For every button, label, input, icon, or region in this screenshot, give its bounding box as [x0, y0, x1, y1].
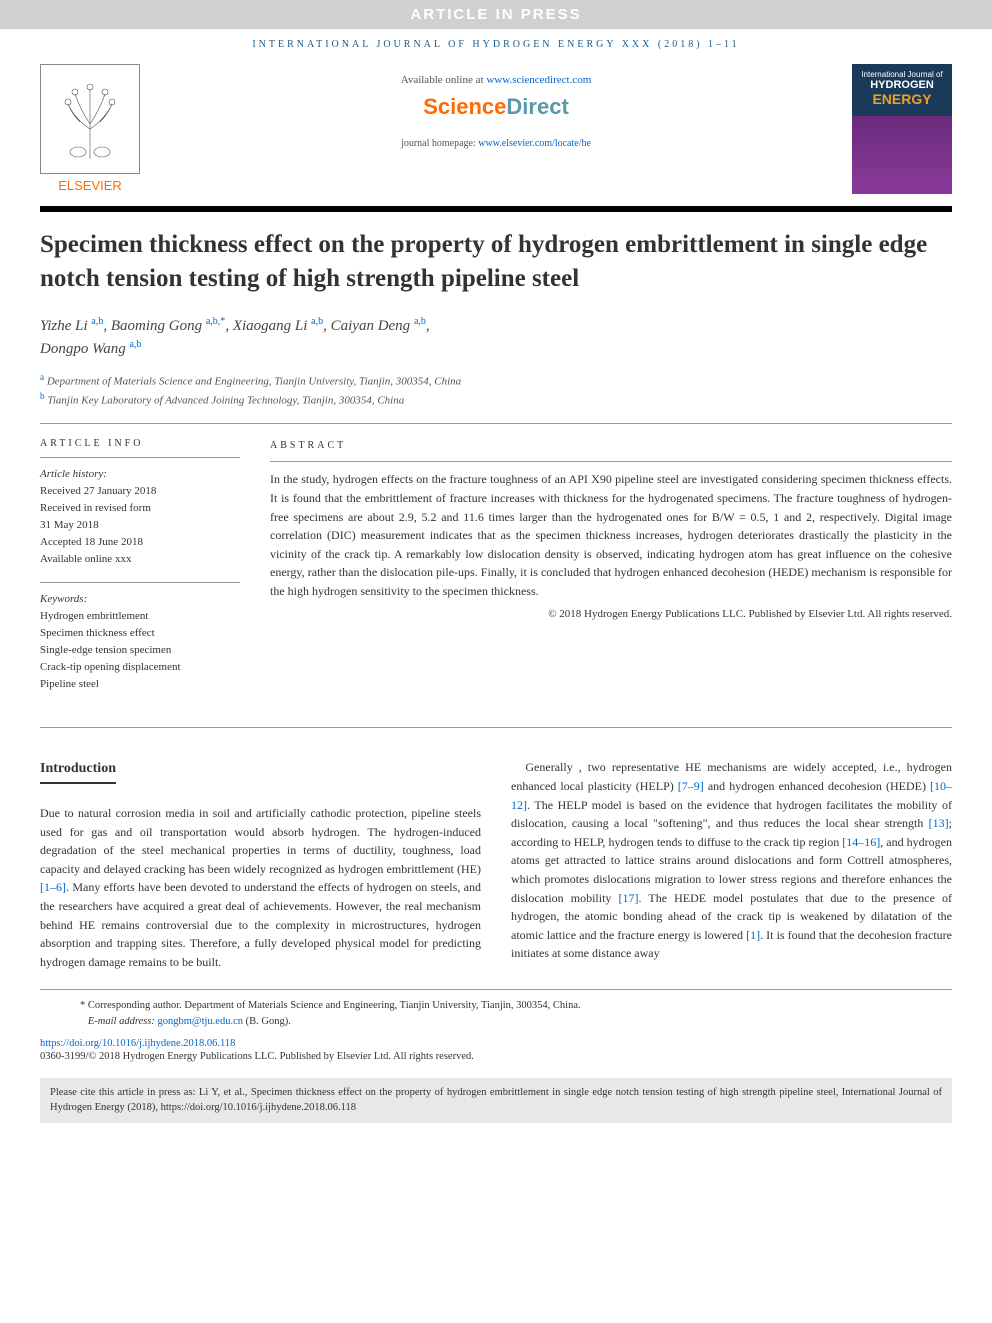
doi-line: https://doi.org/10.1016/j.ijhydene.2018.… — [0, 1036, 992, 1051]
abstract-block: ABSTRACT In the study, hydrogen effects … — [270, 438, 952, 708]
journal-running-head: INTERNATIONAL JOURNAL OF HYDROGEN ENERGY… — [0, 29, 992, 64]
body-column-right: Generally , two representative HE mechan… — [511, 758, 952, 971]
keyword: Pipeline steel — [40, 678, 99, 690]
citation-link[interactable]: [14–16] — [842, 835, 880, 849]
author: Xiaogang Li a,b — [233, 318, 323, 334]
affiliation: b Tianjin Key Laboratory of Advanced Joi… — [40, 390, 952, 409]
author-affiliation-link[interactable]: a,b — [91, 316, 103, 327]
abstract-copyright: © 2018 Hydrogen Energy Publications LLC.… — [270, 606, 952, 623]
body-paragraph: Generally , two representative HE mechan… — [511, 758, 952, 963]
citation-link[interactable]: [17] — [619, 891, 639, 905]
elsevier-tree-icon — [40, 64, 140, 174]
short-divider — [40, 457, 240, 458]
footnotes: * Corresponding author. Department of Ma… — [40, 989, 952, 1036]
citation-link[interactable]: [1] — [746, 928, 760, 942]
affiliation-list: a Department of Materials Science and En… — [0, 371, 992, 423]
author-list: Yizhe Li a,b, Baoming Gong a,b,*, Xiaoga… — [0, 314, 992, 371]
keyword: Single-edge tension specimen — [40, 644, 171, 656]
keyword: Specimen thickness effect — [40, 627, 155, 639]
author: Baoming Gong a,b,* — [111, 318, 225, 334]
journal-homepage-link[interactable]: www.elsevier.com/locate/he — [478, 138, 591, 149]
short-divider — [40, 582, 240, 583]
email-link[interactable]: gongbm@tju.edu.cn — [157, 1016, 243, 1027]
publisher-logo-block: ELSEVIER — [40, 64, 140, 193]
sciencedirect-logo: ScienceDirect — [160, 94, 832, 120]
introduction-section: Introduction Due to natural corrosion me… — [0, 728, 992, 981]
article-history: Article history: Received 27 January 201… — [40, 466, 240, 568]
author-affiliation-link[interactable]: a,b,* — [206, 316, 225, 327]
short-divider — [270, 461, 952, 462]
in-press-banner: ARTICLE IN PRESS — [0, 0, 992, 29]
abstract-text: In the study, hydrogen effects on the fr… — [270, 470, 952, 600]
article-info-heading: ARTICLE INFO — [40, 438, 240, 449]
doi-link[interactable]: https://doi.org/10.1016/j.ijhydene.2018.… — [40, 1038, 235, 1049]
cover-line2: HYDROGEN — [870, 79, 934, 91]
author-affiliation-link[interactable]: a,b — [311, 316, 323, 327]
affiliation: a Department of Materials Science and En… — [40, 371, 952, 390]
citation-link[interactable]: [7–9] — [678, 779, 704, 793]
article-info-sidebar: ARTICLE INFO Article history: Received 2… — [40, 438, 240, 708]
corresponding-author: * Corresponding author. Department of Ma… — [80, 998, 912, 1014]
cover-line1: International Journal of — [861, 70, 942, 79]
author-affiliation-link[interactable]: a,b — [414, 316, 426, 327]
citation-box: Please cite this article in press as: Li… — [40, 1078, 952, 1123]
author: Dongpo Wang a,b — [40, 341, 141, 357]
author: Yizhe Li a,b — [40, 318, 103, 334]
publisher-name: ELSEVIER — [40, 178, 140, 193]
citation-link[interactable]: [1–6] — [40, 880, 66, 894]
citation-link[interactable]: [13] — [929, 816, 949, 830]
sciencedirect-link[interactable]: www.sciencedirect.com — [486, 74, 591, 86]
introduction-heading: Introduction — [40, 758, 116, 784]
author-affiliation-link[interactable]: a,b — [129, 339, 141, 350]
corresponding-email: E-mail address: gongbm@tju.edu.cn (B. Go… — [80, 1014, 912, 1030]
journal-homepage-text: journal homepage: www.elsevier.com/locat… — [160, 138, 832, 149]
cover-line3: ENERGY — [872, 91, 931, 107]
keywords-block: Keywords: Hydrogen embrittlement Specime… — [40, 591, 240, 693]
sciencedirect-block: Available online at www.sciencedirect.co… — [160, 64, 832, 159]
abstract-heading: ABSTRACT — [270, 438, 952, 454]
bottom-copyright: 0360-3199/© 2018 Hydrogen Energy Publica… — [0, 1051, 992, 1072]
keyword: Hydrogen embrittlement — [40, 610, 148, 622]
keyword: Crack-tip opening displacement — [40, 661, 181, 673]
author: Caiyan Deng a,b — [331, 318, 426, 334]
journal-cover-thumbnail: International Journal of HYDROGEN ENERGY — [852, 64, 952, 194]
info-abstract-row: ARTICLE INFO Article history: Received 2… — [0, 424, 992, 728]
body-paragraph: Due to natural corrosion media in soil a… — [40, 804, 481, 971]
available-online-text: Available online at www.sciencedirect.co… — [160, 74, 832, 86]
body-column-left: Introduction Due to natural corrosion me… — [40, 758, 481, 971]
article-title: Specimen thickness effect on the propert… — [0, 212, 992, 314]
header-row: ELSEVIER Available online at www.science… — [0, 64, 992, 194]
